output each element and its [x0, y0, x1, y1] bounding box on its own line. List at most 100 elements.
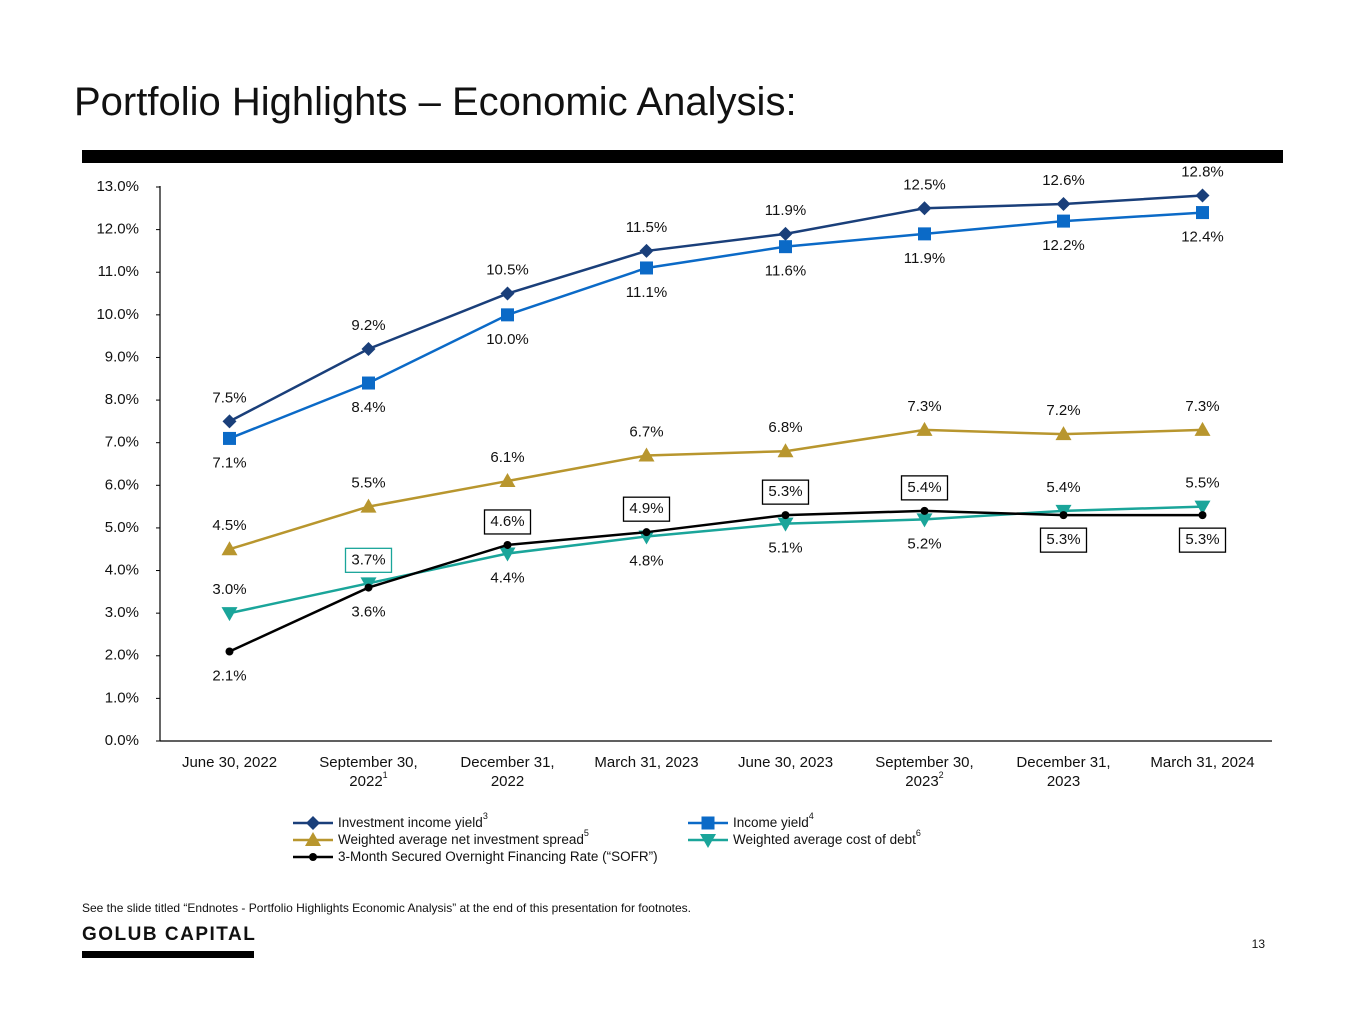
marker — [639, 243, 654, 258]
marker — [920, 506, 929, 515]
x-tick-label: June 30, 2022 — [182, 754, 277, 771]
data-label: 12.4% — [1181, 229, 1224, 246]
x-tick-line: March 31, 2023 — [594, 754, 698, 771]
marker — [1195, 188, 1210, 203]
label-box — [1178, 527, 1227, 553]
marker — [499, 473, 516, 488]
data-label: 10.5% — [486, 262, 529, 279]
data-label: 12.8% — [1181, 163, 1224, 180]
legend-footnote: 4 — [809, 811, 814, 821]
data-label: 6.1% — [490, 449, 524, 466]
marker — [638, 447, 655, 462]
data-label: 9.2% — [351, 317, 385, 334]
data-label: 5.5% — [351, 475, 385, 492]
x-tick-line: March 31, 2024 — [1150, 754, 1254, 771]
data-label: 5.1% — [768, 540, 802, 557]
marker — [361, 341, 376, 356]
marker — [917, 201, 932, 216]
marker — [306, 816, 320, 830]
marker — [500, 286, 515, 301]
x-tick-label: September 30, 20232 — [875, 754, 973, 790]
marker — [916, 513, 933, 528]
series — [223, 206, 1209, 445]
data-label: 11.1% — [626, 284, 667, 301]
data-label: 11.5% — [626, 219, 667, 236]
marker — [364, 583, 373, 592]
x-tick-line: June 30, 2023 — [738, 754, 833, 771]
y-tick-label: 5.0% — [105, 519, 139, 536]
marker — [1194, 421, 1211, 436]
data-label: 3.0% — [212, 581, 246, 598]
data-label: 11.9% — [765, 202, 806, 219]
marker — [221, 607, 238, 622]
marker — [223, 431, 236, 445]
series — [225, 506, 1207, 656]
marker — [503, 540, 512, 549]
y-tick-label: 6.0% — [105, 476, 139, 493]
data-label: 7.3% — [907, 398, 941, 415]
y-tick-label: 3.0% — [105, 604, 139, 621]
legend-label: Weighted average cost of debt6 — [733, 828, 921, 846]
page-number: 13 — [1252, 937, 1266, 951]
legend-name: Weighted average cost of debt — [733, 832, 916, 847]
data-label: 2.1% — [212, 667, 246, 684]
legend-footnote: 5 — [584, 828, 589, 838]
logo: GOLUB CAPITAL — [82, 924, 256, 945]
data-label: 5.5% — [1185, 475, 1219, 492]
marker — [779, 240, 792, 254]
marker — [1196, 206, 1209, 220]
marker — [222, 414, 237, 429]
marker — [362, 376, 375, 390]
y-tick-label: 10.0% — [96, 306, 139, 323]
marker — [918, 227, 931, 241]
data-label: 4.4% — [490, 569, 524, 586]
x-tick-line: June 30, 2022 — [182, 754, 277, 771]
legend-name: Investment income yield — [338, 815, 483, 830]
label-box — [622, 496, 671, 522]
x-tick-line: September 30, — [319, 754, 417, 771]
legend-label: Weighted average net investment spread5 — [338, 828, 589, 846]
legend-footnote: 3 — [483, 811, 488, 821]
marker — [638, 530, 655, 545]
data-label: 3.6% — [351, 604, 385, 621]
marker — [916, 421, 933, 436]
legend-footnote: 6 — [916, 828, 921, 838]
label-box — [761, 479, 810, 505]
legend-name: Weighted average net investment spread — [338, 832, 584, 847]
x-tick-label: September 30, 20221 — [319, 754, 417, 790]
y-tick-label: 11.0% — [98, 263, 139, 280]
y-tick-label: 12.0% — [96, 221, 139, 238]
series-line — [229, 428, 1203, 551]
x-tick-label: March 31, 2023 — [594, 754, 698, 771]
data-label: 4.6% — [490, 513, 524, 530]
label-box — [344, 547, 393, 573]
data-label: 5.3% — [1046, 531, 1080, 548]
series — [222, 188, 1210, 429]
slide-title: Portfolio Highlights – Economic Analysis… — [74, 80, 797, 124]
marker — [305, 832, 321, 846]
marker — [309, 853, 317, 861]
y-tick-label: 8.0% — [105, 391, 139, 408]
x-tick-line: 2023 — [905, 773, 938, 790]
marker — [640, 261, 653, 275]
data-label: 10.0% — [486, 331, 529, 348]
marker — [221, 541, 238, 556]
logo-rule — [82, 951, 254, 958]
marker — [642, 528, 651, 537]
x-tick-line: September 30, — [875, 754, 973, 771]
marker — [781, 511, 790, 520]
series-line — [228, 509, 1203, 653]
legend-label: Income yield4 — [733, 811, 814, 829]
data-label: 7.2% — [1046, 402, 1080, 419]
marker — [777, 517, 794, 532]
x-tick-label: June 30, 2023 — [738, 754, 833, 771]
y-tick-label: 13.0% — [96, 178, 139, 195]
y-tick-label: 9.0% — [105, 348, 139, 365]
data-label: 7.3% — [1185, 398, 1219, 415]
y-tick-label: 2.0% — [105, 647, 139, 664]
data-label: 6.7% — [629, 423, 663, 440]
series — [221, 500, 1211, 622]
marker — [700, 834, 716, 848]
x-tick-line: 2022 — [491, 773, 524, 790]
data-label: 11.6% — [765, 263, 806, 280]
